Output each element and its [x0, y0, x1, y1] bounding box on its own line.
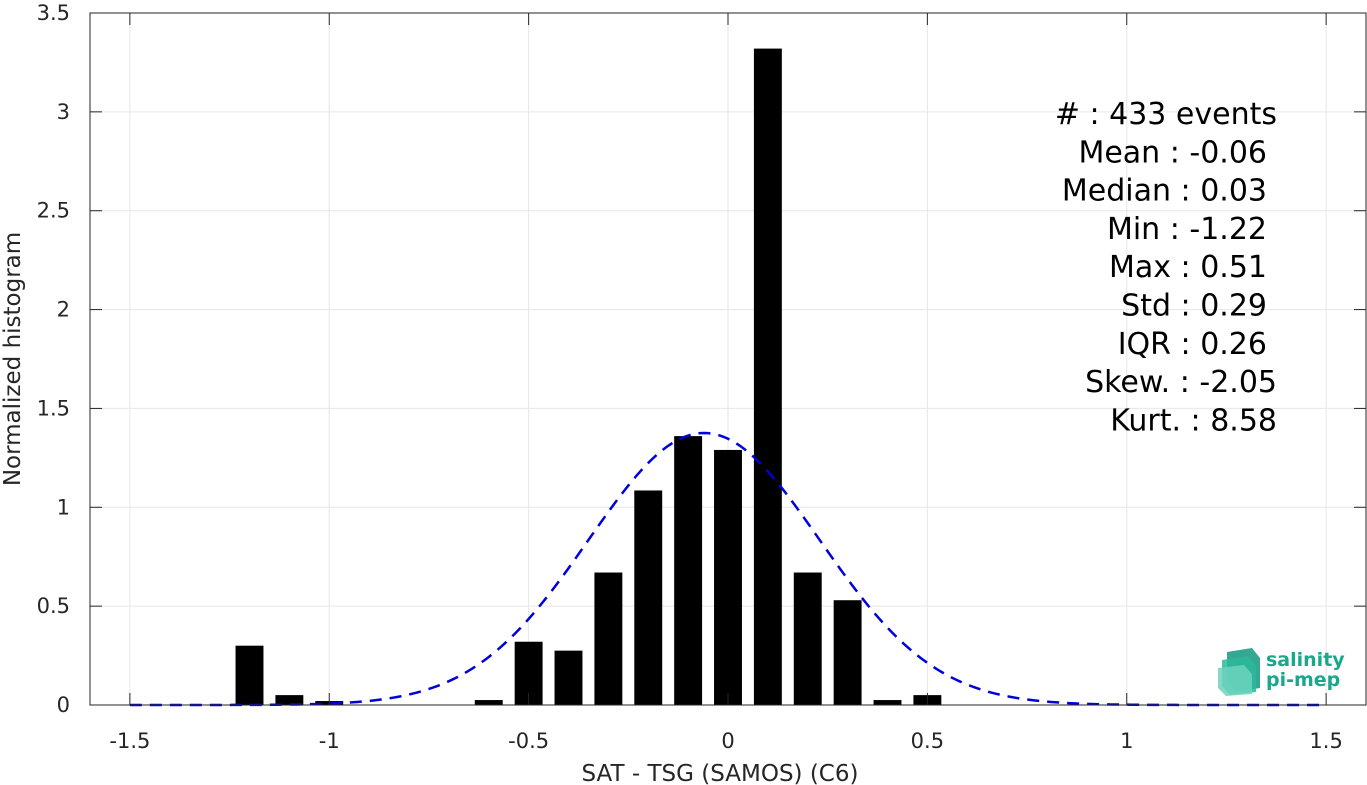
stats-line: Median : 0.03: [1062, 174, 1267, 209]
histogram-bar: [714, 449, 742, 705]
salinity-pi-mep-logo: salinity pi-mep: [1218, 648, 1345, 696]
x-tick-label: 0.5: [911, 729, 944, 753]
y-tick-label: 0: [57, 693, 70, 717]
x-tick-label: 1: [1120, 729, 1133, 753]
stats-line: Skew. : -2.05: [1085, 365, 1277, 400]
stats-line: Min : -1.22: [1107, 212, 1267, 247]
histogram-bar: [674, 436, 703, 705]
histogram-bar: [793, 572, 822, 705]
y-tick-label: 0.5: [37, 594, 70, 618]
gaussian-fit-curve: [129, 431, 1327, 707]
stats-line: Max : 0.51: [1109, 250, 1267, 285]
axis-ticks: [90, 12, 1366, 706]
y-tick-label: 3.5: [37, 1, 70, 25]
x-axis-label: SAT - TSG (SAMOS) (C6): [582, 761, 859, 785]
x-tick-label: -0.5: [508, 729, 549, 753]
stats-line: IQR : 0.26: [1118, 327, 1267, 362]
histogram-bar: [474, 700, 503, 705]
y-tick-label: 1: [57, 495, 70, 519]
wave-logo-icon: [1218, 648, 1260, 696]
histogram-bar: [554, 650, 583, 705]
stats-line: Std : 0.29: [1121, 289, 1267, 324]
histogram-bar: [275, 695, 304, 705]
histogram-bar: [753, 48, 782, 706]
histogram-bar: [833, 600, 862, 705]
y-tick-label: 3: [57, 100, 70, 124]
histogram-bar: [235, 645, 264, 705]
logo-text-line1: salinity: [1266, 649, 1345, 671]
y-tick-labels: 0 0.5 1 1.5 2 2.5 3 3.5: [37, 1, 70, 717]
x-tick-label: -1.5: [109, 729, 150, 753]
x-tick-label: -1: [319, 729, 340, 753]
y-tick-label: 2: [57, 298, 70, 322]
x-tick-labels: -1.5 -1 -0.5 0 0.5 1 1.5: [109, 729, 1342, 753]
stats-line: Mean : -0.06: [1078, 135, 1267, 170]
histogram-bar: [594, 572, 623, 705]
y-tick-label: 2.5: [37, 199, 70, 223]
histogram-bar: [634, 490, 663, 705]
x-tick-label: 1.5: [1309, 729, 1342, 753]
logo-text-line2: pi-mep: [1266, 669, 1340, 691]
x-tick-label: 0: [721, 729, 734, 753]
bar-series: [235, 48, 942, 706]
histogram-bar: [873, 700, 902, 705]
y-axis-label: Normalized histogram: [0, 232, 26, 486]
stats-line: Kurt. : 8.58: [1110, 403, 1277, 438]
y-tick-label: 1.5: [37, 396, 70, 420]
stats-line: # : 433 events: [1055, 97, 1277, 132]
